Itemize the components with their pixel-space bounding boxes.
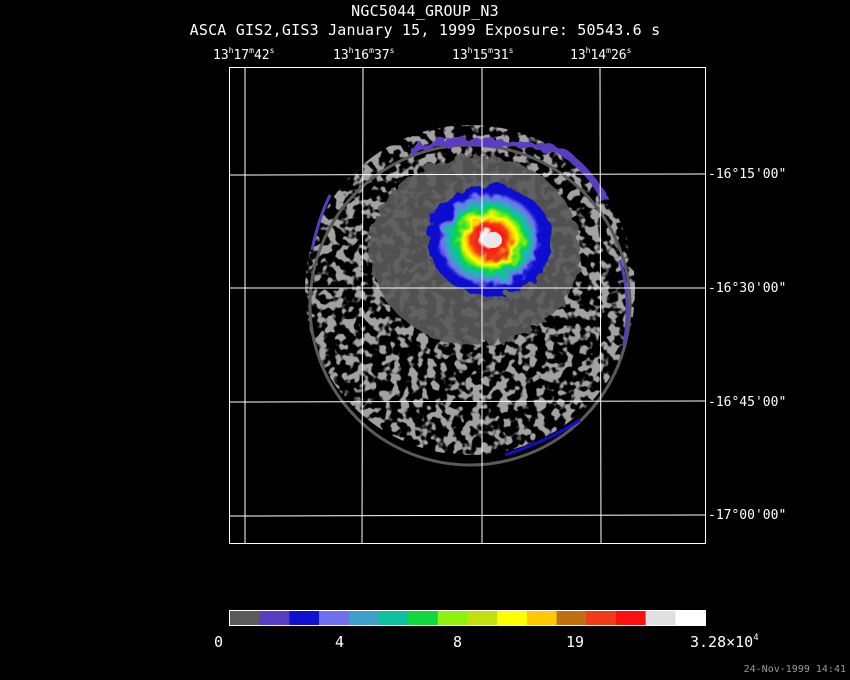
- grid-dec-1: [229, 173, 706, 176]
- rim-brightening-left: [310, 194, 332, 251]
- dec-label-3: -16°45'00": [708, 395, 787, 410]
- colorbar-segment: [289, 611, 320, 625]
- dec-label-1: -16°15'00": [708, 167, 787, 182]
- colorbar-segment: [348, 611, 379, 625]
- colorbar-segment: [408, 611, 439, 625]
- colorbar-segment: [259, 611, 290, 625]
- ra-label-4: 13h14m26s: [570, 46, 632, 63]
- colorbar-segment: [437, 611, 468, 625]
- colorbar-segment: [556, 611, 587, 625]
- rim-brightening-right: [618, 259, 629, 346]
- colorbar-tick-4: 4: [335, 633, 345, 651]
- grid-ra-4: [599, 67, 602, 544]
- coordinate-grid: [229, 67, 706, 544]
- colorbar-border: [229, 610, 706, 626]
- colorbar-tick-0: 0: [214, 633, 224, 651]
- colorbar-segment: [319, 611, 350, 625]
- image-subtitle: ASCA GIS2,GIS3 January 15, 1999 Exposure…: [189, 21, 661, 39]
- grid-dec-4: [229, 514, 706, 517]
- ra-label-1: 13h17m42s: [213, 46, 275, 63]
- colorbar-tick-8: 8: [453, 633, 463, 651]
- timestamp: 24-Nov-1999 14:41: [743, 664, 846, 675]
- colorbar-segment: [645, 611, 676, 625]
- dec-label-2: -16°30'00": [708, 281, 787, 296]
- ra-label-2: 13h16m37s: [333, 46, 395, 63]
- sky-image: [305, 125, 635, 467]
- ra-label-3: 13h15m31s: [452, 46, 514, 63]
- colorbar-segment: [230, 611, 261, 625]
- color-bar: [229, 610, 706, 626]
- source-peak: [484, 232, 502, 248]
- rim-brightening-top: [409, 139, 609, 202]
- colorbar-segment: [586, 611, 617, 625]
- rim-brightening-bottom: [504, 418, 581, 457]
- colorbar-segment: [675, 611, 706, 625]
- colorbar-segment: [378, 611, 409, 625]
- colorbar-tick-19: 19: [566, 633, 585, 651]
- image-title: NGC5044_GROUP_N3: [351, 2, 499, 20]
- colorbar-tick-max: 3.28×104: [690, 633, 759, 651]
- image-frame: [229, 67, 706, 544]
- colorbar-segment: [526, 611, 558, 625]
- grid-dec-3: [229, 400, 706, 403]
- dec-label-4: -17°00'00": [708, 508, 787, 523]
- colorbar-segment: [467, 611, 498, 625]
- colorbar-segment: [497, 611, 528, 625]
- colorbar-segment: [615, 611, 647, 625]
- grid-ra-2: [361, 67, 364, 544]
